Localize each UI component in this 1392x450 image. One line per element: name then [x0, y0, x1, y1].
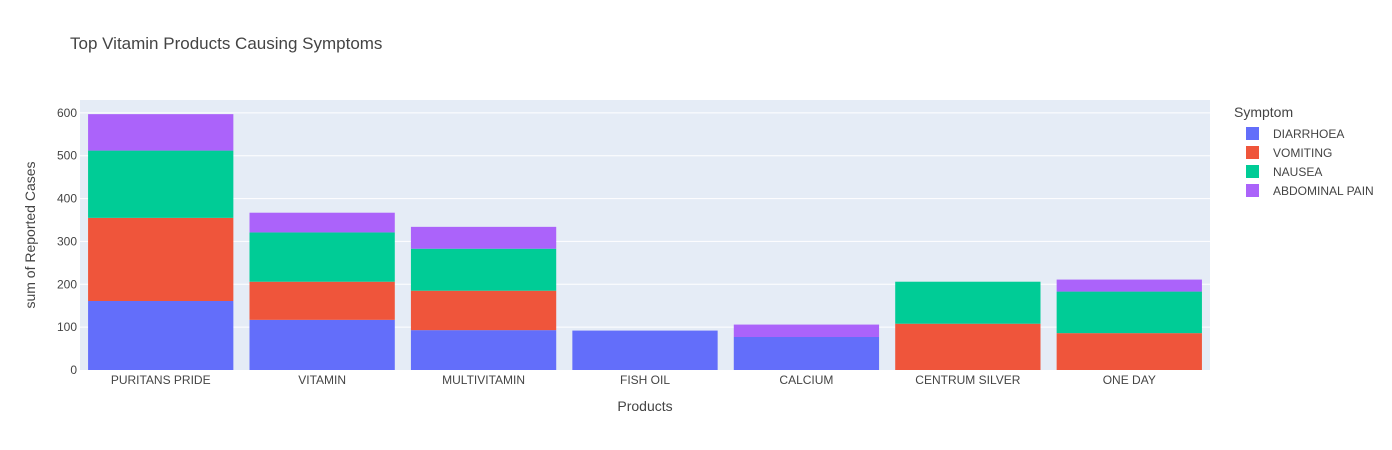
- bar-vomiting[interactable]: [88, 217, 234, 301]
- legend-swatch: [1246, 127, 1259, 140]
- y-tick-label: 400: [57, 192, 77, 206]
- bar-abdominal-pain[interactable]: [88, 114, 234, 151]
- legend-swatch: [1246, 165, 1259, 178]
- y-tick-label: 300: [57, 234, 77, 248]
- bar-nausea[interactable]: [895, 281, 1041, 324]
- bar-abdominal-pain[interactable]: [410, 226, 557, 249]
- bar-abdominal-pain[interactable]: [733, 324, 880, 337]
- x-axis-ticks: PURITANS PRIDE VITAMIN MULTIVITAMIN FISH OI…: [111, 373, 1156, 387]
- bar-diarrhoea[interactable]: [572, 330, 718, 370]
- bar-diarrhoea[interactable]: [410, 330, 557, 370]
- legend-item-diarrhoea[interactable]: DIARRHOEA: [1234, 124, 1374, 143]
- legend: Symptom DIARRHOEA VOMITING NAUSEA ABDOMI…: [1234, 104, 1374, 200]
- x-tick-label: ONE DAY: [1103, 373, 1156, 387]
- x-tick-label: VITAMIN: [298, 373, 346, 387]
- bar-nausea[interactable]: [88, 150, 234, 218]
- bar-diarrhoea[interactable]: [249, 319, 395, 370]
- x-tick-label: MULTIVITAMIN: [442, 373, 525, 387]
- x-tick-label: PURITANS PRIDE: [111, 373, 211, 387]
- bar-group: [88, 114, 1202, 370]
- x-tick-label: CALCIUM: [779, 373, 833, 387]
- legend-label: ABDOMINAL PAIN: [1273, 183, 1374, 198]
- bar-abdominal-pain[interactable]: [1056, 279, 1202, 292]
- x-tick-label: CENTRUM SILVER: [915, 373, 1020, 387]
- bar-nausea[interactable]: [410, 248, 557, 291]
- y-axis-ticks: 0 100 200 300 400 500 600: [57, 106, 77, 377]
- y-tick-label: 100: [57, 320, 77, 334]
- chart-title: Top Vitamin Products Causing Symptoms: [70, 34, 383, 53]
- y-axis-label: sum of Reported Cases: [22, 161, 38, 309]
- bar-abdominal-pain[interactable]: [249, 212, 395, 233]
- bar-nausea[interactable]: [249, 232, 395, 282]
- x-axis-label: Products: [617, 398, 673, 414]
- legend-item-abdominal-pain[interactable]: ABDOMINAL PAIN: [1234, 181, 1374, 200]
- bar-vomiting[interactable]: [249, 281, 395, 320]
- y-tick-label: 600: [57, 106, 77, 120]
- legend-swatch: [1246, 184, 1259, 197]
- legend-label: NAUSEA: [1273, 164, 1323, 179]
- bar-diarrhoea[interactable]: [733, 337, 880, 370]
- bar-nausea[interactable]: [1056, 291, 1202, 334]
- bar-diarrhoea[interactable]: [88, 301, 234, 370]
- legend-label: DIARRHOEA: [1273, 126, 1345, 141]
- legend-item-nausea[interactable]: NAUSEA: [1234, 162, 1374, 181]
- legend-title: Symptom: [1234, 104, 1294, 120]
- bar-vomiting[interactable]: [410, 290, 557, 331]
- y-tick-label: 200: [57, 277, 77, 291]
- x-tick-label: FISH OIL: [620, 373, 670, 387]
- bar-vomiting[interactable]: [1056, 333, 1202, 370]
- legend-item-vomiting[interactable]: VOMITING: [1234, 143, 1374, 162]
- y-tick-label: 0: [70, 363, 77, 377]
- y-tick-label: 500: [57, 149, 77, 163]
- bar-vomiting[interactable]: [895, 323, 1041, 370]
- legend-swatch: [1246, 146, 1259, 159]
- legend-label: VOMITING: [1273, 145, 1333, 160]
